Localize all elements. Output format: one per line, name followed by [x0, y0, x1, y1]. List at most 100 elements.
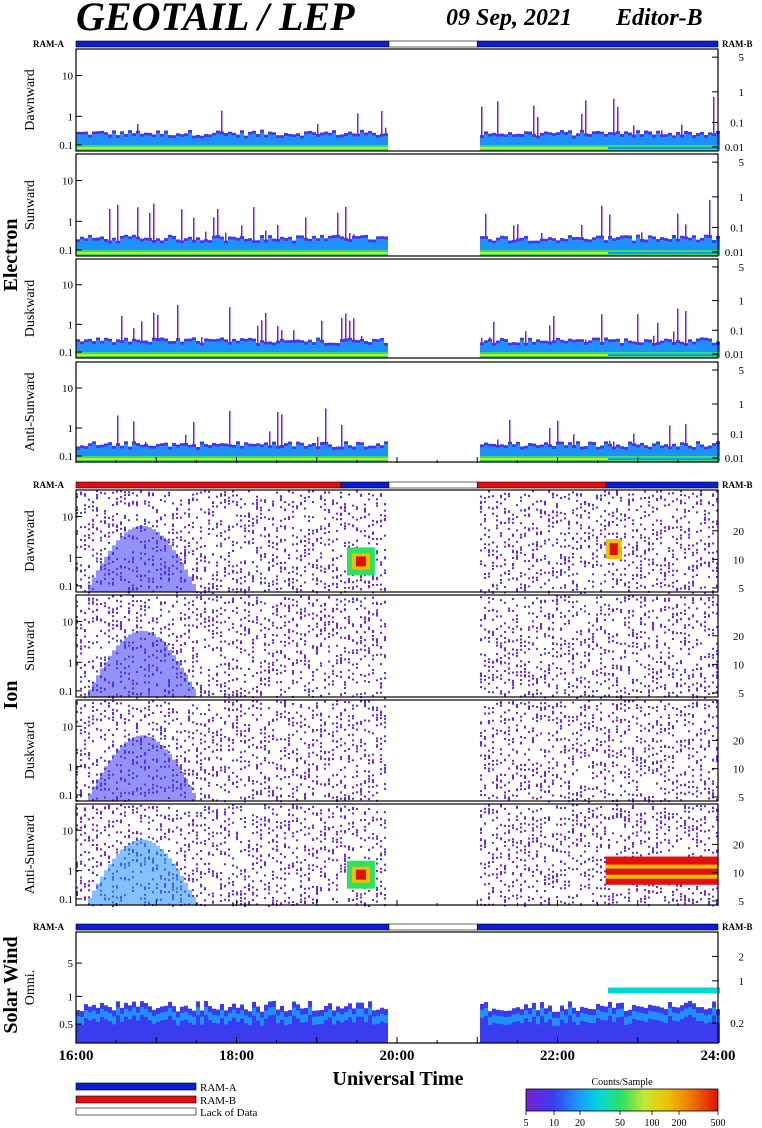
panel-solar-wind-omni-: Omni. 5 1 0.5 2 1 0.2 — [23, 931, 745, 1044]
ram-segment-lack — [388, 40, 478, 48]
right-tick-label: 0.01 — [725, 247, 744, 259]
spectrogram-ion-3 — [76, 804, 718, 907]
right-tick-label: 5 — [739, 688, 745, 700]
ram-bar-solar-wind: RAM-A RAM-B — [33, 922, 753, 932]
ram-segment-ram_b — [476, 481, 606, 489]
x-tick-label: 18:00 — [219, 1048, 254, 1064]
panel-electron-dawnward: Dawnward 10 1 0.1 5 1 0.1 0.01 — [23, 48, 745, 154]
panel-label: Sunward — [23, 621, 38, 671]
ram-segment-ram_a — [476, 923, 719, 931]
panel-electron-duskward: Duskward 10 1 0.1 5 1 0.1 0.01 — [23, 258, 745, 361]
ram-segment-ram_a — [605, 481, 719, 489]
right-tick-label: 20 — [733, 631, 745, 643]
left-tick-label: 1 — [68, 111, 74, 123]
left-tick-label: 1 — [68, 552, 74, 564]
left-tick-label: 0.1 — [59, 347, 73, 359]
group-label-solar-wind: Solar Wind — [0, 936, 22, 1033]
colorbar: Counts/Sample 5 10 20 50 100 200 500 — [524, 1077, 726, 1128]
x-tick-label: 20:00 — [380, 1048, 415, 1064]
left-tick-label: 10 — [62, 71, 74, 83]
group-time-ticks-solar-wind — [75, 1037, 719, 1043]
right-tick-label: 0.1 — [730, 117, 744, 129]
right-tick-label: 0.01 — [725, 349, 744, 361]
panel-label: Duskward — [23, 722, 38, 780]
left-tick-label: 0.1 — [59, 894, 73, 906]
colorbar-tick-label: 100 — [645, 1118, 660, 1128]
x-tick-label: 22:00 — [540, 1048, 575, 1064]
right-tick-label: 1 — [739, 87, 745, 99]
left-tick-label: 10 — [62, 176, 74, 188]
right-tick-label: 1 — [739, 976, 745, 988]
left-tick-label: 0.1 — [59, 451, 73, 463]
left-tick-label: 10 — [62, 280, 74, 292]
left-tick-label: 1 — [68, 657, 74, 669]
right-tick-label: 20 — [733, 735, 745, 747]
plot-date: 09 Sep, 2021 — [446, 5, 572, 31]
panel-label: Omni. — [23, 970, 38, 1005]
spectrogram-electron-3 — [76, 408, 720, 462]
left-tick-label: 1 — [68, 991, 74, 1003]
panel-label: Dawnward — [23, 69, 38, 130]
right-tick-label: 1 — [739, 399, 745, 411]
left-tick-label: 10 — [62, 512, 74, 524]
time-axis-ticks: 16:00 18:00 20:00 22:00 24:00 — [59, 1048, 736, 1064]
legend-label-lack: Lack of Data — [200, 1107, 258, 1119]
panel-ion-sunward: Sunward 10 1 0.1 20 10 5 — [23, 594, 745, 700]
panel-frame — [75, 489, 719, 593]
legend-swatch-lack — [75, 1107, 197, 1116]
ram-segment-ram_a — [75, 40, 390, 48]
panel-frame — [75, 48, 719, 152]
spectrogram-ion-2 — [76, 700, 718, 803]
panel-label: Dawnward — [23, 510, 38, 571]
spectrogram-electron-0 — [76, 96, 720, 151]
colorbar-tick-label: 50 — [615, 1118, 625, 1128]
x-axis-label: Universal Time — [333, 1068, 464, 1090]
ram-bar-ion: RAM-A RAM-B — [33, 480, 753, 490]
group-time-ticks-ion — [75, 900, 719, 906]
left-tick-label: 0.1 — [59, 140, 73, 152]
spectrogram-ion-1 — [76, 595, 718, 699]
ram-segment-ram_a — [340, 481, 390, 489]
legend-swatch-ram-a — [75, 1082, 197, 1091]
right-tick-label: 0.1 — [730, 429, 744, 441]
plot-title: GEOTAIL / LEP — [76, 0, 355, 39]
left-tick-label: 5 — [68, 958, 74, 970]
x-tick-label: 24:00 — [701, 1048, 736, 1064]
ram-label-left: RAM-A — [33, 922, 64, 932]
group-time-ticks-electron — [75, 457, 719, 463]
left-tick-label: 1 — [68, 423, 74, 435]
right-tick-label: 1 — [739, 192, 745, 204]
ram-label-right: RAM-B — [722, 39, 753, 49]
right-tick-label: 5 — [739, 365, 745, 377]
panel-ion-dawnward: Dawnward 10 1 0.1 20 10 5 — [23, 489, 745, 595]
ram-bar-electron: RAM-A RAM-B — [33, 39, 753, 49]
colorbar-tick-label: 20 — [575, 1118, 585, 1128]
ram-segment-ram_a — [476, 40, 719, 48]
left-tick-label: 1 — [68, 866, 74, 878]
right-tick-label: 10 — [733, 554, 745, 566]
right-tick-label: 5 — [739, 792, 745, 804]
ram-legend: RAM-A RAM-B Lack of Data — [75, 1082, 258, 1119]
right-tick-label: 0.01 — [725, 453, 744, 465]
panel-electron-anti-sunward: Anti-Sunward 10 1 0.1 5 1 0.1 0.01 — [23, 361, 745, 465]
legend-label-ram-b: RAM-B — [200, 1095, 236, 1107]
spectrogram-electron-2 — [76, 305, 720, 358]
right-tick-label: 5 — [739, 157, 745, 169]
panel-frame — [75, 258, 719, 359]
right-tick-label: 2 — [739, 951, 745, 963]
ram-label-left: RAM-A — [33, 39, 64, 49]
right-tick-label: 0.01 — [725, 142, 744, 154]
panel-frame — [75, 594, 719, 698]
colorbar-gradient — [525, 1088, 719, 1112]
right-tick-label: 20 — [733, 526, 745, 538]
left-tick-label: 0.1 — [59, 790, 73, 802]
right-tick-label: 20 — [733, 839, 745, 851]
right-tick-label: 5 — [739, 262, 745, 274]
panel-electron-sunward: Sunward 10 1 0.1 5 1 0.1 0.01 — [23, 153, 745, 259]
x-tick-label: 16:00 — [59, 1048, 94, 1064]
left-tick-label: 1 — [68, 216, 74, 228]
ram-label-right: RAM-B — [722, 480, 753, 490]
left-tick-label: 1 — [68, 762, 74, 774]
ram-segment-lack — [388, 923, 478, 931]
